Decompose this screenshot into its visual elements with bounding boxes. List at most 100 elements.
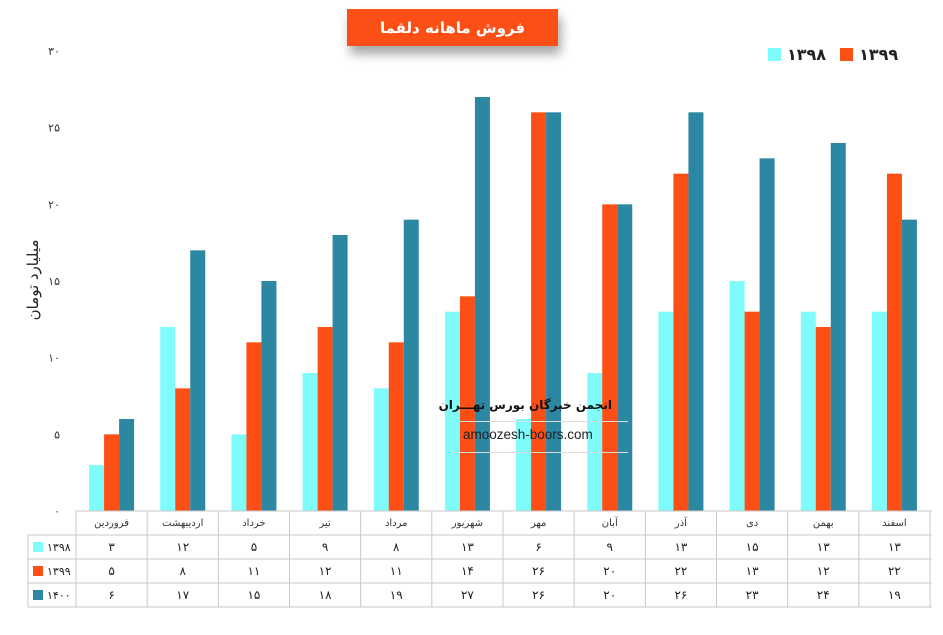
watermark-url: amoozesh-boors.com (463, 427, 593, 442)
bar (815, 327, 831, 511)
data-label: ۲۲ (888, 564, 901, 578)
y-tick-label: ۱۵ (48, 275, 60, 288)
legend-swatch-1398 (768, 47, 781, 61)
data-label: ۶ (108, 588, 114, 602)
bar (403, 219, 419, 511)
data-label: ۱۵ (247, 588, 260, 602)
data-label: ۱۱ (247, 564, 260, 578)
y-tick-label: ۲۵ (48, 122, 60, 135)
data-label: ۱۴ (461, 564, 474, 578)
bar (246, 342, 262, 511)
data-label: ۱۲ (817, 564, 830, 578)
data-label: ۱۳ (674, 540, 687, 554)
data-label: ۲۷ (461, 588, 474, 602)
legend: ۱۳۹۸ ۱۳۹۹ (768, 44, 898, 64)
bar (673, 173, 689, 511)
data-label: ۱۹ (888, 588, 901, 602)
y-tick-label: ۲۰ (48, 198, 60, 211)
table-legend-swatch (33, 542, 43, 552)
bar (89, 465, 105, 511)
x-tick-label: بهمن (813, 518, 834, 529)
y-tick-label: ۱۰ (48, 352, 60, 365)
table-legend-swatch (33, 590, 43, 600)
table-legend-swatch (33, 566, 43, 576)
bar (474, 97, 490, 511)
x-tick-label: آذر (674, 516, 688, 529)
data-label: ۲۶ (532, 564, 545, 578)
data-label: ۲۶ (532, 588, 545, 602)
legend-label-1398: ۱۳۹۸ (787, 44, 827, 64)
data-label: ۲۳ (746, 588, 759, 602)
x-tick-label: مرداد (385, 518, 408, 529)
bar (104, 434, 120, 511)
legend-label-1399: ۱۳۹۹ (859, 44, 899, 64)
data-label: ۱۳ (461, 540, 474, 554)
bar (901, 219, 917, 511)
data-label: ۱۲ (176, 540, 189, 554)
data-label: ۱۳ (888, 540, 901, 554)
bar (444, 311, 460, 511)
bar (617, 204, 633, 512)
data-label: ۱۵ (746, 540, 759, 554)
bar (160, 327, 176, 511)
x-tick-label: تیر (318, 518, 331, 529)
watermark-divider (460, 421, 628, 422)
bar (800, 311, 816, 511)
data-label: ۹ (607, 540, 613, 554)
bar (119, 419, 135, 511)
chart-title: فروش ماهانه دلقما (347, 9, 558, 46)
data-label: ۱۷ (176, 588, 189, 602)
watermark: انجمن خبرگان بورس تهـــران amoozesh-boor… (439, 394, 628, 453)
table-series-name: ۱۳۹۹ (47, 565, 71, 578)
y-tick-label: ۳۰ (48, 45, 60, 58)
bar (516, 419, 532, 511)
y-tick-label: ۵ (54, 428, 60, 441)
x-tick-label: شهریور (451, 518, 483, 529)
bar (830, 143, 846, 511)
legend-entry-1399: ۱۳۹۹ (840, 45, 898, 64)
x-tick-label: خرداد (242, 518, 265, 529)
bar (531, 112, 547, 511)
data-label: ۹ (322, 540, 328, 554)
x-tick-label: اردیبهشت (162, 518, 203, 529)
data-label: ۶ (535, 540, 541, 554)
data-label: ۲۰ (603, 588, 616, 602)
bar (190, 250, 206, 512)
x-tick-label: مهر (530, 518, 546, 529)
data-label: ۱۱ (390, 564, 403, 578)
legend-swatch-1399 (840, 47, 854, 61)
data-label: ۲۴ (817, 588, 830, 602)
data-label: ۵ (251, 540, 257, 554)
x-tick-label: آبان (602, 516, 619, 529)
data-label: ۸ (393, 540, 400, 554)
bar (871, 311, 887, 511)
data-label: ۱۳ (817, 540, 830, 554)
data-label: ۱۲ (319, 564, 332, 578)
data-label: ۲۰ (603, 564, 616, 578)
bar (546, 112, 562, 511)
bar (373, 388, 389, 511)
bar (332, 235, 348, 511)
bar (658, 311, 674, 511)
x-tick-label: دی (746, 518, 758, 529)
bar (388, 342, 404, 511)
data-label: ۲۲ (674, 564, 687, 578)
bar (175, 388, 191, 511)
bar (602, 204, 618, 512)
data-label: ۱۳ (746, 564, 759, 578)
watermark-title: انجمن خبرگان بورس تهـــران (438, 398, 612, 412)
bar (886, 173, 902, 511)
table-series-name: ۱۴۰۰ (47, 589, 71, 602)
data-label: ۸ (180, 564, 187, 578)
bar (231, 434, 247, 511)
bar (744, 311, 760, 511)
bar (459, 296, 475, 511)
bar (587, 373, 603, 511)
table-series-name: ۱۳۹۸ (47, 541, 71, 554)
x-tick-label: اسفند (882, 518, 906, 529)
data-label: ۳ (108, 540, 115, 554)
data-label: ۱۹ (390, 588, 403, 602)
y-tick-label: ۰ (54, 505, 60, 518)
data-label: ۲۶ (674, 588, 687, 602)
